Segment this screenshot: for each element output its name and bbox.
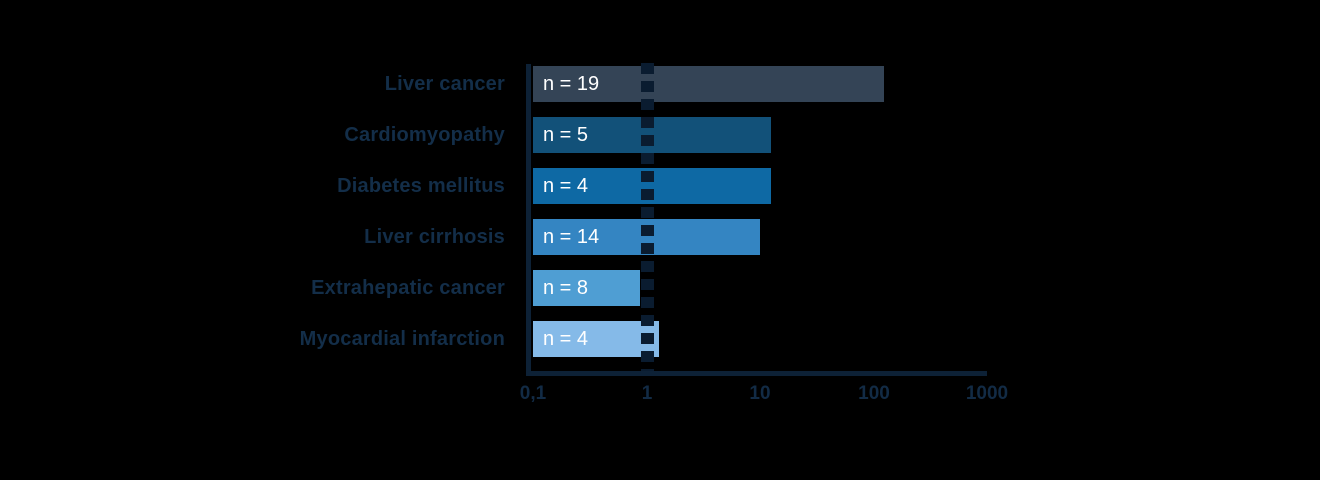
bar-value-label: n = 8 xyxy=(543,277,589,299)
bar-value-label: n = 4 xyxy=(543,328,589,350)
x-tick-label: 1 xyxy=(641,383,653,404)
reference-line xyxy=(641,63,654,376)
category-label: Liver cancer xyxy=(384,73,505,95)
bar-value-label: n = 14 xyxy=(543,226,600,248)
category-label: Diabetes mellitus xyxy=(337,175,505,197)
category-label: Cardiomyopathy xyxy=(344,124,505,146)
category-label: Extrahepatic cancer xyxy=(311,277,505,299)
bar-value-label: n = 19 xyxy=(543,73,600,95)
x-tick-label: 0,1 xyxy=(519,383,547,404)
x-axis-line xyxy=(526,371,987,376)
bar: n = 4 xyxy=(533,321,659,357)
x-tick-label: 100 xyxy=(858,383,890,404)
bar: n = 19 xyxy=(533,66,884,102)
bar-value-label: n = 5 xyxy=(543,124,589,146)
x-tick-label: 1000 xyxy=(965,383,1009,404)
y-axis-line xyxy=(526,64,531,376)
bar-value-label: n = 4 xyxy=(543,175,589,197)
bar: n = 8 xyxy=(533,270,640,306)
category-label: Myocardial infarction xyxy=(299,328,505,350)
category-label: Liver cirrhosis xyxy=(364,226,505,248)
x-tick-label: 10 xyxy=(749,383,771,404)
